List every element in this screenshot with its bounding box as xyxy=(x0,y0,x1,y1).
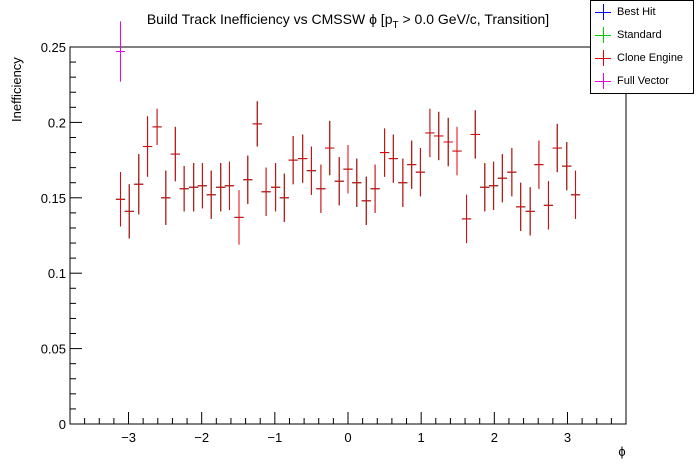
data-point xyxy=(343,145,353,194)
data-point xyxy=(134,154,144,215)
data-point xyxy=(316,164,326,213)
data-point xyxy=(461,194,472,244)
chart-title-subscript: T xyxy=(392,20,398,31)
data-point xyxy=(197,163,208,209)
y-tick-label: 0.05 xyxy=(41,342,66,357)
data-point xyxy=(516,182,526,231)
data-point xyxy=(488,161,499,210)
x-axis: −3 −2 −1 0 1 2 3 xyxy=(69,412,627,445)
data-point xyxy=(115,21,126,82)
x-tick-label: 0 xyxy=(344,430,351,445)
data-point xyxy=(507,148,517,197)
data-point xyxy=(534,140,544,189)
data-point xyxy=(142,116,153,177)
data-point xyxy=(234,190,244,245)
data-point xyxy=(216,163,226,212)
data-marks xyxy=(115,21,581,245)
data-point xyxy=(525,187,535,236)
y-tick-label: 0.25 xyxy=(41,40,66,55)
data-point xyxy=(562,142,572,191)
data-point xyxy=(115,172,126,227)
legend-entry: Standard xyxy=(591,24,695,47)
chart-title-main: Build Track Inefficiency vs CMSSW ϕ [p xyxy=(147,11,393,27)
data-point xyxy=(480,163,490,212)
legend-marker-icon xyxy=(595,73,611,89)
data-point xyxy=(243,155,253,204)
data-point xyxy=(570,170,581,219)
y-axis-title: Inefficiency xyxy=(9,57,24,122)
legend-entry: Full Vector xyxy=(591,70,695,93)
data-point xyxy=(334,157,344,206)
data-point xyxy=(189,163,199,212)
data-point xyxy=(252,101,262,147)
data-point xyxy=(224,161,235,210)
data-point xyxy=(179,166,189,212)
x-tick-label: −2 xyxy=(194,430,209,445)
data-point xyxy=(415,148,426,197)
data-point xyxy=(552,123,562,173)
x-tick-label: 2 xyxy=(491,430,498,445)
legend-label: Standard xyxy=(617,29,662,41)
data-point xyxy=(288,135,298,185)
data-point xyxy=(361,176,371,225)
svg-text:Build Track Inefficiency vs CM: Build Track Inefficiency vs CMSSW ϕ [pT … xyxy=(147,11,549,31)
legend-marker-icon xyxy=(595,50,611,66)
data-point xyxy=(161,170,171,225)
series-clone-engine xyxy=(115,101,581,245)
legend-marker-icon xyxy=(595,4,611,20)
y-tick-label: 0.15 xyxy=(41,191,66,206)
data-point xyxy=(306,146,317,195)
y-tick-label: 0.1 xyxy=(48,266,66,281)
legend-label: Best Hit xyxy=(617,6,656,18)
x-tick-label: −3 xyxy=(121,430,136,445)
data-point xyxy=(543,181,554,230)
chart-title: Build Track Inefficiency vs CMSSW ϕ [pT … xyxy=(147,11,549,31)
plot-frame xyxy=(69,46,627,425)
data-point xyxy=(298,134,308,183)
y-tick-label: 0.2 xyxy=(48,115,66,130)
legend-entry: Best Hit xyxy=(591,1,695,24)
data-point xyxy=(370,164,380,213)
y-axis: 0 0.05 0.1 0.15 0.2 0.25 xyxy=(41,40,82,432)
data-point xyxy=(497,154,507,203)
data-point xyxy=(206,170,216,219)
data-point xyxy=(124,184,134,239)
x-tick-label: 1 xyxy=(418,430,425,445)
data-point xyxy=(352,158,362,207)
legend: Best Hit Standard Clone Engine Full Vector xyxy=(590,0,694,94)
data-point xyxy=(170,126,180,182)
data-point xyxy=(425,108,435,158)
data-point xyxy=(434,111,444,161)
data-point xyxy=(261,167,271,216)
legend-entry: Clone Engine xyxy=(591,47,695,70)
series-full-vector xyxy=(115,21,126,82)
data-point xyxy=(388,134,398,183)
legend-label: Full Vector xyxy=(617,75,669,87)
data-point xyxy=(279,173,289,222)
chart-title-rest: > 0.0 GeV/c, Transition] xyxy=(399,11,550,27)
data-point xyxy=(470,110,480,159)
data-point xyxy=(443,117,453,167)
legend-label: Clone Engine xyxy=(617,52,684,64)
data-point xyxy=(452,126,462,176)
legend-marker-icon xyxy=(595,27,611,43)
x-axis-title: ϕ xyxy=(618,444,625,459)
data-point xyxy=(325,120,335,176)
data-point xyxy=(152,108,162,146)
data-point xyxy=(407,140,417,189)
x-tick-label: 3 xyxy=(564,430,571,445)
data-point xyxy=(270,163,281,212)
data-point xyxy=(398,158,408,207)
data-point xyxy=(379,128,390,177)
x-tick-label: −1 xyxy=(267,430,282,445)
y-tick-label: 0 xyxy=(59,417,66,432)
